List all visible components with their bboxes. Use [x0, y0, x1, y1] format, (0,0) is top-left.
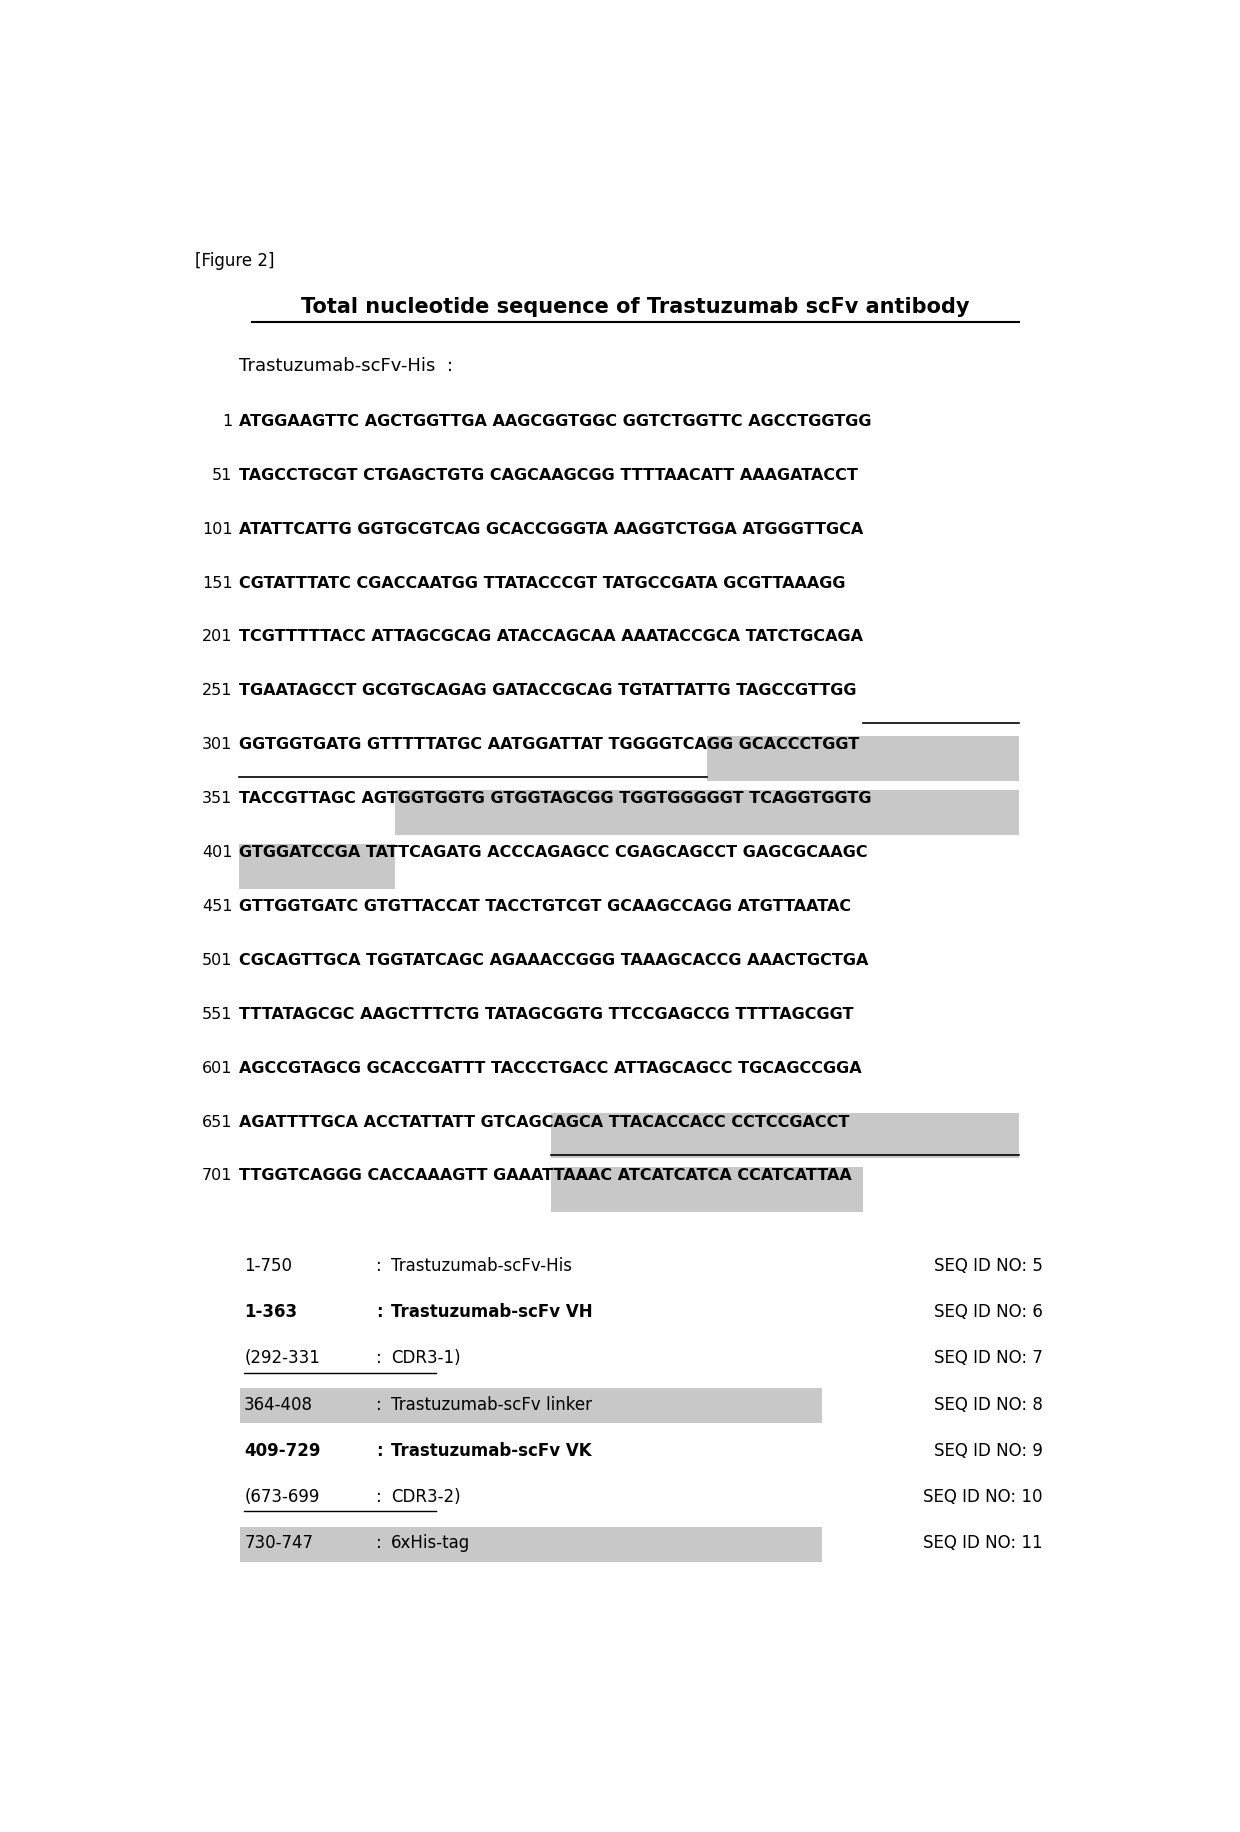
Bar: [707, 736, 1019, 780]
Text: Trastuzumab-scFv VH: Trastuzumab-scFv VH: [392, 1303, 593, 1321]
Text: :: :: [376, 1442, 382, 1460]
Text: TCGTTTTTACC ATTAGCGCAG ATACCAGCAA AAATACCGCA TATCTGCAGA: TCGTTTTTACC ATTAGCGCAG ATACCAGCAA AAATAC…: [238, 630, 863, 645]
Bar: [241, 1526, 821, 1563]
Text: 1-363: 1-363: [244, 1303, 298, 1321]
Text: CDR3-2): CDR3-2): [392, 1488, 461, 1506]
Text: CDR3-1): CDR3-1): [392, 1350, 461, 1367]
Text: TAGCCTGCGT CTGAGCTGTG CAGCAAGCGG TTTTAACATT AAAGATACCT: TAGCCTGCGT CTGAGCTGTG CAGCAAGCGG TTTTAAC…: [238, 467, 858, 484]
Text: :: :: [376, 1488, 382, 1506]
Text: 101: 101: [202, 522, 233, 537]
Bar: [241, 1389, 821, 1423]
Text: 501: 501: [202, 953, 233, 967]
Text: :: :: [376, 1257, 382, 1275]
Text: :: :: [376, 1303, 382, 1321]
Text: GTTGGTGATC GTGTTACCAT TACCTGTCGT GCAAGCCAGG ATGTTAATAC: GTTGGTGATC GTGTTACCAT TACCTGTCGT GCAAGCC…: [238, 900, 851, 914]
Text: 401: 401: [202, 845, 233, 859]
Text: CGTATTTATC CGACCAATGG TTATACCCGT TATGCCGATA GCGTTAAAGG: CGTATTTATC CGACCAATGG TTATACCCGT TATGCCG…: [238, 575, 846, 590]
Text: TTGGTCAGGG CACCAAAGTT GAAATTAAAC ATCATCATCA CCATCATTAA: TTGGTCAGGG CACCAAAGTT GAAATTAAAC ATCATCA…: [238, 1169, 852, 1183]
Text: AGCCGTAGCG GCACCGATTT TACCCTGACC ATTAGCAGCC TGCAGCCGGA: AGCCGTAGCG GCACCGATTT TACCCTGACC ATTAGCA…: [238, 1061, 862, 1075]
Text: TTTATAGCGC AAGCTTTCTG TATAGCGGTG TTCCGAGCCG TTTTAGCGGT: TTTATAGCGC AAGCTTTCTG TATAGCGGTG TTCCGAG…: [238, 1008, 853, 1022]
Text: TGAATAGCCT GCGTGCAGAG GATACCGCAG TGTATTATTG TAGCCGTTGG: TGAATAGCCT GCGTGCAGAG GATACCGCAG TGTATTA…: [238, 683, 856, 698]
Text: CGCAGTTGCA TGGTATCAGC AGAAACCGGG TAAAGCACCG AAACTGCTGA: CGCAGTTGCA TGGTATCAGC AGAAACCGGG TAAAGCA…: [238, 953, 868, 967]
Text: (292-331: (292-331: [244, 1350, 320, 1367]
Text: [Figure 2]: [Figure 2]: [196, 253, 275, 269]
Text: 551: 551: [202, 1008, 233, 1022]
Text: SEQ ID NO: 8: SEQ ID NO: 8: [934, 1396, 1043, 1414]
Text: (673-699: (673-699: [244, 1488, 320, 1506]
Bar: [394, 790, 1019, 835]
Text: ATGGAAGTTC AGCTGGTTGA AAGCGGTGGC GGTCTGGTTC AGCCTGGTGG: ATGGAAGTTC AGCTGGTTGA AAGCGGTGGC GGTCTGG…: [238, 414, 872, 429]
Text: :: :: [376, 1396, 382, 1414]
Text: Total nucleotide sequence of Trastuzumab scFv antibody: Total nucleotide sequence of Trastuzumab…: [301, 297, 970, 317]
Text: SEQ ID NO: 7: SEQ ID NO: 7: [934, 1350, 1043, 1367]
Text: 701: 701: [202, 1169, 233, 1183]
Text: SEQ ID NO: 6: SEQ ID NO: 6: [934, 1303, 1043, 1321]
Text: TACCGTTAGC AGTGGTGGTG GTGGTAGCGG TGGTGGGGGT TCAGGTGGTG: TACCGTTAGC AGTGGTGGTG GTGGTAGCGG TGGTGGG…: [238, 791, 872, 806]
Text: Trastuzumab-scFv linker: Trastuzumab-scFv linker: [392, 1396, 593, 1414]
Bar: [551, 1114, 1019, 1158]
Text: 301: 301: [202, 736, 233, 753]
Bar: [238, 843, 394, 889]
Text: GGTGGTGATG GTTTTTATGC AATGGATTAT TGGGGTCAGG GCACCCTGGT: GGTGGTGATG GTTTTTATGC AATGGATTAT TGGGGTC…: [238, 736, 859, 753]
Text: SEQ ID NO: 10: SEQ ID NO: 10: [923, 1488, 1043, 1506]
Text: 1-750: 1-750: [244, 1257, 293, 1275]
Text: :: :: [376, 1350, 382, 1367]
Text: Trastuzumab-scFv-His  :: Trastuzumab-scFv-His :: [238, 357, 453, 376]
Text: 201: 201: [202, 630, 233, 645]
Text: 364-408: 364-408: [244, 1396, 314, 1414]
Text: 6xHis-tag: 6xHis-tag: [392, 1533, 471, 1552]
Text: 409-729: 409-729: [244, 1442, 321, 1460]
Text: 351: 351: [202, 791, 233, 806]
Text: 451: 451: [202, 900, 233, 914]
Text: 1: 1: [222, 414, 233, 429]
Text: 601: 601: [202, 1061, 233, 1075]
Text: Trastuzumab-scFv VK: Trastuzumab-scFv VK: [392, 1442, 591, 1460]
Text: GTGGATCCGA TATTCAGATG ACCCAGAGCC CGAGCAGCCT GAGCGCAAGC: GTGGATCCGA TATTCAGATG ACCCAGAGCC CGAGCAG…: [238, 845, 867, 859]
Text: SEQ ID NO: 11: SEQ ID NO: 11: [923, 1533, 1043, 1552]
Text: SEQ ID NO: 9: SEQ ID NO: 9: [934, 1442, 1043, 1460]
Text: 651: 651: [202, 1114, 233, 1130]
Text: SEQ ID NO: 5: SEQ ID NO: 5: [934, 1257, 1043, 1275]
Text: Trastuzumab-scFv-His: Trastuzumab-scFv-His: [392, 1257, 573, 1275]
Text: 251: 251: [202, 683, 233, 698]
Text: 51: 51: [212, 467, 233, 484]
Text: 151: 151: [202, 575, 233, 590]
Text: 730-747: 730-747: [244, 1533, 314, 1552]
Text: :: :: [376, 1533, 382, 1552]
Bar: [551, 1167, 863, 1213]
Text: AGATTTTGCA ACCTATTATT GTCAGCAGCA TTACACCACC CCTCCGACCT: AGATTTTGCA ACCTATTATT GTCAGCAGCA TTACACC…: [238, 1114, 849, 1130]
Text: ATATTCATTG GGTGCGTCAG GCACCGGGTA AAGGTCTGGA ATGGGTTGCA: ATATTCATTG GGTGCGTCAG GCACCGGGTA AAGGTCT…: [238, 522, 863, 537]
